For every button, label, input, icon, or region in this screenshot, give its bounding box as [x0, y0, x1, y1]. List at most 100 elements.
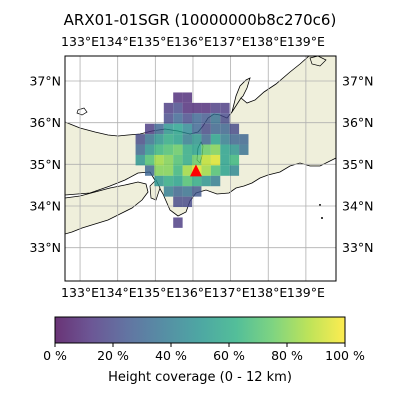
coverage-cell [229, 134, 240, 145]
coverage-cell [182, 92, 193, 103]
lat-tick-label: 33°N [342, 240, 374, 255]
coverage-cell [173, 134, 183, 145]
colorbar-tick-label: 20 % [97, 348, 129, 363]
lat-tick-label: 37°N [342, 74, 374, 89]
coverage-cell [229, 154, 240, 166]
coverage-cell [182, 134, 193, 145]
coverage-cell [201, 165, 211, 176]
coverage-cell [201, 102, 211, 114]
coverage-cell [144, 134, 155, 145]
coverage-cell [163, 186, 174, 197]
lon-tick-label: 136°E [174, 285, 212, 300]
lat-tick-label: 37°N [29, 74, 61, 89]
coverage-cell [154, 175, 164, 187]
coverage-cell [210, 175, 221, 187]
coverage-cell [239, 134, 249, 145]
coverage-cell [154, 154, 164, 166]
coverage-cell [173, 154, 183, 166]
coverage-cell [192, 102, 202, 114]
colorbar-tick-label: 60 % [213, 348, 245, 363]
coverage-cell [163, 102, 174, 114]
lat-tick-label: 36°N [29, 115, 61, 130]
coverage-cell [173, 113, 183, 124]
lat-labels-right: 33°N 34°N 35°N 36°N 37°N [342, 74, 374, 256]
coverage-cell [192, 154, 202, 166]
coverage-cell [163, 113, 174, 124]
coverage-cell [210, 144, 221, 155]
map-frame [64, 55, 337, 282]
lon-labels-top: 133°E 134°E 135°E 136°E 137°E 138°E 139°E [61, 34, 325, 49]
lon-tick-label: 138°E [249, 285, 287, 300]
coverage-cell [220, 154, 230, 166]
lon-labels-bottom: 133°E 134°E 135°E 136°E 137°E 138°E 139°E [61, 285, 325, 300]
coverage-cell [210, 102, 221, 114]
colorbar-tick-label: 80 % [271, 348, 303, 363]
coverage-cell [163, 175, 174, 187]
coverage-cell [220, 144, 230, 155]
coverage-cell [163, 144, 174, 155]
land-izu-2 [321, 217, 323, 219]
lon-tick-label: 135°E [136, 285, 174, 300]
colorbar-tick-label: 0 % [43, 348, 67, 363]
coverage-cell [163, 123, 174, 135]
coverage-cell [192, 144, 202, 155]
coverage-cell [239, 144, 249, 155]
lon-tick-label: 134°E [99, 285, 137, 300]
coverage-cell [173, 217, 183, 228]
coverage-cell [173, 196, 183, 208]
colorbar-label: Height coverage (0 - 12 km) [108, 370, 292, 385]
lat-labels-left: 33°N 34°N 35°N 36°N 37°N [29, 74, 61, 256]
coverage-cell [220, 102, 230, 114]
lon-tick-label: 137°E [212, 34, 250, 49]
coverage-cell [173, 123, 183, 135]
coverage-cell [182, 154, 193, 166]
coverage-cell [220, 123, 230, 135]
coverage-cell [182, 113, 193, 124]
figure-title: ARX01-01SGR (10000000b8c270c6) [63, 11, 337, 29]
coverage-cell [135, 134, 145, 145]
coverage-cell [144, 144, 155, 155]
coverage-cell [173, 144, 183, 155]
coverage-cell [201, 113, 211, 124]
coverage-cell [220, 134, 230, 145]
coverage-cell [163, 165, 174, 176]
lat-tick-label: 33°N [29, 240, 61, 255]
lat-tick-label: 36°N [342, 115, 374, 130]
coverage-cell [154, 134, 164, 145]
lat-tick-label: 34°N [342, 199, 374, 214]
coverage-cell [229, 144, 240, 155]
coverage-cell [229, 165, 240, 176]
lon-tick-label: 138°E [249, 34, 287, 49]
coverage-cells [135, 92, 249, 228]
marker-layer [189, 164, 202, 177]
coverage-cell [192, 175, 202, 187]
coverage-cell [173, 102, 183, 114]
colorbar-bar [55, 317, 345, 343]
coverage-cell [154, 165, 164, 176]
coverage-cell [210, 134, 221, 145]
coverage-cell [182, 165, 193, 176]
lat-tick-label: 35°N [29, 157, 61, 172]
colorbar-ticks: 0 % 20 % 40 % 60 % 80 % 100 % [43, 343, 365, 363]
colorbar-tick-label: 100 % [325, 348, 365, 363]
coverage-cell [201, 154, 211, 166]
coverage-cell [210, 165, 221, 176]
coverage-cell [220, 165, 230, 176]
lat-tick-label: 35°N [342, 157, 374, 172]
lon-tick-label: 133°E [61, 285, 99, 300]
coverage-cell [163, 154, 174, 166]
land-noto [231, 77, 251, 113]
coverage-cell [173, 175, 183, 187]
coverage-cell [192, 123, 202, 135]
lon-tick-label: 136°E [174, 34, 212, 49]
coverage-cell [182, 196, 193, 208]
coverage-cell [201, 144, 211, 155]
coverage-cell [173, 92, 183, 103]
coverage-cell [210, 123, 221, 135]
coverage-cell [154, 144, 164, 155]
coverage-cell [144, 123, 155, 135]
coverage-cell [210, 113, 221, 124]
coverage-cell [154, 123, 164, 135]
land-oki [76, 107, 88, 116]
